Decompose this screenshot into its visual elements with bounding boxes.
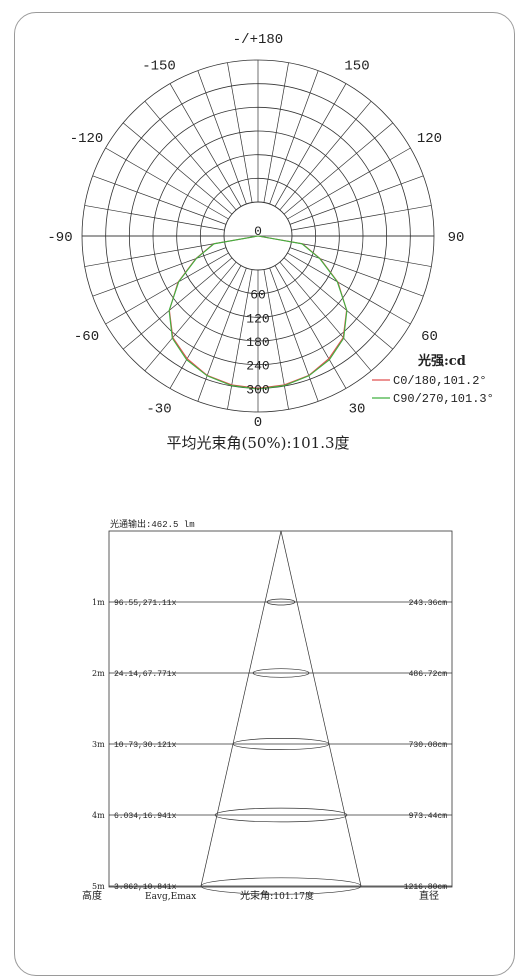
polar-spoke [144,261,237,372]
polar-spoke [279,261,372,372]
polar-grid [81,59,435,413]
radial-tick-label: 300 [246,382,269,397]
polar-spoke [287,147,411,220]
series-curve-1 [168,235,348,390]
legend-series-c90: C90/270,101.3° [393,392,494,406]
polar-spoke [274,83,347,207]
polar-spoke [283,122,394,215]
polar-spoke [92,247,227,297]
radial-tick-label: 0 [254,224,262,239]
polar-spoke [84,205,225,231]
angle-label: 0 [254,415,262,431]
angle-label: 30 [349,401,366,417]
polar-spoke [274,265,347,389]
polar-spoke [105,252,229,325]
polar-spoke [279,100,372,211]
polar-intensity-chart: -/+1801501209060300-30-60-90-120-1500601… [47,32,494,452]
polar-spoke [105,147,229,220]
polar-curves [168,235,348,390]
polar-spoke [122,122,233,215]
polar-spoke [289,247,424,297]
angle-label: 90 [448,230,465,246]
polar-legend: 光强:cd C0/180,101.2° C90/270,101.3° [372,353,494,406]
angle-label: 120 [417,131,442,147]
angle-label: 150 [344,59,369,75]
polar-spoke [122,257,233,350]
polar-spoke [197,70,247,205]
radial-tick-label: 240 [246,359,269,374]
polar-spoke [287,252,411,325]
angle-label: -120 [70,131,104,147]
polar-spoke [283,257,394,350]
radial-tick-label: 60 [250,288,266,303]
polar-spoke [144,100,237,211]
radial-tick-label: 180 [246,335,269,350]
legend-series-c0: C0/180,101.2° [393,374,487,388]
polar-spoke [291,241,432,267]
angle-label: -150 [142,59,176,75]
polar-labels: -/+1801501209060300-30-60-90-120-1500601… [47,32,464,431]
polar-spoke [169,83,242,207]
polar-spoke [263,62,289,203]
angle-label: 60 [421,329,438,345]
angle-label: -90 [47,230,72,246]
polar-spoke [269,70,319,205]
polar-spoke [289,175,424,225]
polar-spoke [197,267,247,402]
polar-spoke [169,265,242,389]
polar-spoke [227,62,253,203]
polar-spoke [84,241,225,267]
radial-tick-label: 120 [246,311,269,326]
angle-label: -60 [74,329,99,345]
polar-spoke [269,267,319,402]
beam-angle-annotation: 平均光束角(50%):101.3度 [166,434,349,452]
legend-unit: 光强:cd [417,353,466,369]
polar-spoke [291,205,432,231]
angle-label: -/+180 [233,32,283,48]
polar-spoke [92,175,227,225]
angle-label: -30 [146,401,171,417]
